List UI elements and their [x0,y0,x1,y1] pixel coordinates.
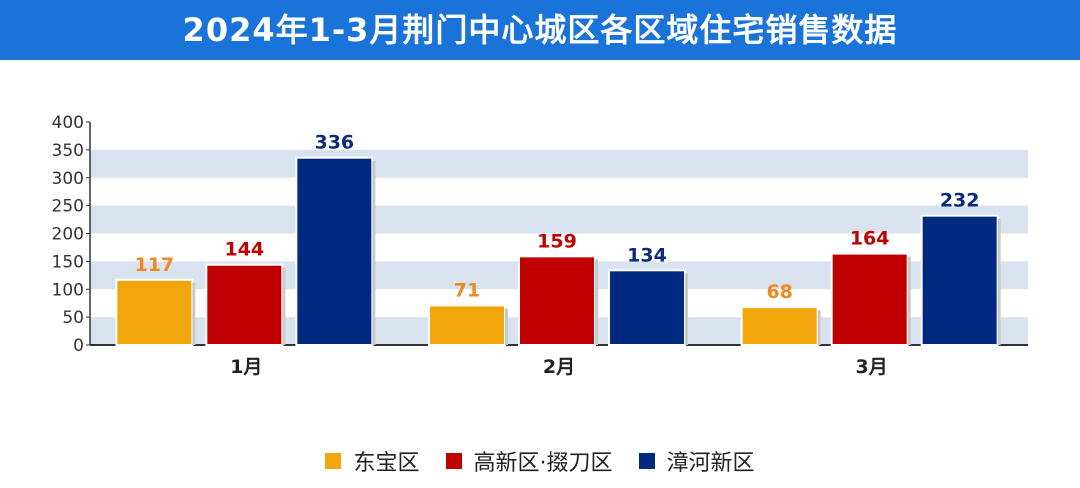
y-tick-label: 350 [52,141,84,161]
y-tick-label: 250 [52,197,84,217]
x-tick-label: 1月 [230,356,262,378]
y-tick-label: 150 [52,252,84,272]
bar-shadow [372,160,376,345]
x-tick-label: 3月 [856,356,888,378]
bar [518,255,596,346]
bar [740,306,819,346]
bar [295,156,374,347]
y-tick-label: 400 [52,113,84,133]
chart-title: 2024年1-3月荆门中心城区各区域住宅销售数据 [182,11,898,49]
data-label: 232 [940,190,980,212]
bar [830,252,909,347]
legend-label-dongbao: 东宝区 [353,451,420,476]
legend-swatch-zhanghe [638,453,655,469]
bar-shadow [685,273,688,345]
legend-item-zhanghe: 漳河新区 [638,445,755,477]
legend-item-gaoxin: 高新区·掇刀区 [445,445,613,477]
legend-swatch-gaoxin [445,453,462,469]
y-tick-label: 300 [52,169,84,189]
x-tick-label: 2月 [543,356,575,378]
bar [920,214,999,346]
data-label: 134 [627,244,667,266]
bar-chart: 0 50 100 150 200 250 300 350 400 117 144 336 1月 71 15… [52,113,1028,378]
y-tick-label: 200 [52,225,84,245]
data-label: 159 [537,230,577,252]
data-label: 144 [224,239,264,261]
bar [205,263,284,346]
legend-label-gaoxin: 高新区·掇刀区 [473,451,613,476]
bar-shadow [817,310,821,345]
grid-band [90,205,1028,234]
data-label: 164 [850,228,890,250]
y-tick-label: 100 [52,280,84,300]
bar-shadow [595,259,598,345]
legend-swatch-dongbao [325,453,342,469]
legend-label-zhanghe: 漳河新区 [666,451,755,476]
y-tick-label: 50 [62,308,84,328]
y-tick-label: 0 [73,336,84,356]
legend: 东宝区 高新区·掇刀区 漳河新区 [0,444,1080,478]
bar-shadow [505,308,508,345]
legend-item-dongbao: 东宝区 [325,445,420,477]
bar-shadow [192,282,196,345]
title-bar [0,0,1080,60]
bar [115,278,194,347]
bar-shadow [282,267,286,345]
data-label: 336 [314,132,354,154]
bar-shadow [907,256,911,345]
bar [608,269,686,346]
data-label: 117 [134,254,174,276]
data-label: 68 [766,281,792,303]
data-label: 71 [454,279,480,301]
bar [428,304,506,346]
grid-band [90,149,1028,178]
bar-shadow [997,218,1001,345]
